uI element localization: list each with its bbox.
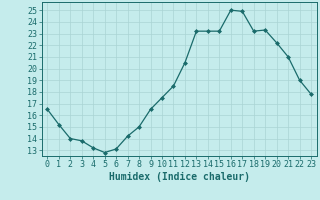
X-axis label: Humidex (Indice chaleur): Humidex (Indice chaleur) <box>109 172 250 182</box>
